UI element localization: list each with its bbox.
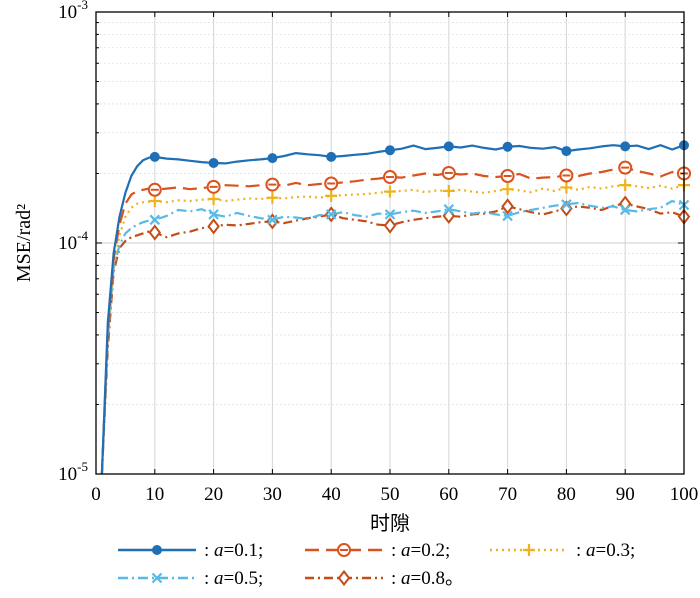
marker-diamond [501,198,514,215]
marker-circle [559,168,574,183]
marker-x [151,572,163,584]
x-tick-label: 100 [670,484,699,505]
ticks: 0 10 20 30 40 50 60 70 80 90 100 10-5 10-4 10-3 [58,0,698,505]
marker-plus [523,544,535,556]
marker-plus [442,184,455,197]
marker-circle [206,179,221,194]
legend-item-a=0.2: : a=0.2; [305,540,450,561]
series-line [100,202,685,475]
x-tick-label: 30 [263,484,282,505]
legend-label: : a=0.3; [576,540,635,561]
series-a=0.8 [100,195,691,475]
x-tick-label: 10 [145,484,164,505]
marker-x [384,209,396,220]
y-axis-title: MSE/rad² [13,204,35,282]
marker-plus [560,181,573,194]
marker-diamond [337,569,351,587]
marker-dot [385,145,395,156]
marker-x [325,209,337,220]
x-tick-label: 40 [322,484,341,505]
series-a=0.1 [100,140,689,475]
series-a=0.5 [100,199,690,475]
marker-dot [208,157,219,168]
marker-plus [207,193,220,206]
marker-x [619,204,631,216]
series-line [100,199,685,475]
marker-x [149,214,161,226]
legend: : a=0.1; : a=0.2; : a=0.3; : a=0.5; : a=0.8。 [118,540,635,589]
marker-x [561,199,572,210]
marker-x [502,210,513,222]
x-tick-label: 70 [498,484,517,505]
marker-dot [152,545,162,555]
marker-x [267,214,278,226]
marker-plus [384,185,396,198]
legend-item-a=0.8: : a=0.8。 [305,568,464,589]
marker-circle [383,170,397,185]
marker-dot [561,146,572,157]
x-tick-label: 60 [439,484,458,505]
x-tick-label: 50 [381,484,400,505]
x-axis-title: 时隙 [370,512,410,535]
marker-circle [500,169,515,184]
marker-plus [148,194,161,207]
x-tick-label: 0 [91,484,101,505]
y-tick-label: 10-4 [58,228,88,254]
marker-x [208,209,219,220]
marker-plus [266,191,279,204]
legend-label: : a=0.2; [391,540,450,561]
grid [96,12,684,474]
marker-dot [267,153,278,164]
legend-item-a=0.3: : a=0.3; [490,540,635,561]
marker-diamond [383,217,397,234]
marker-circle [265,177,280,192]
legend-item-a=0.5: : a=0.5; [118,568,263,589]
marker-dot [326,151,337,162]
y-tick-label: 10-3 [58,0,88,23]
marker-dot [149,151,160,162]
legend-label: : a=0.1; [204,540,263,561]
marker-plus [325,189,338,202]
x-tick-label: 20 [204,484,223,505]
marker-x [443,203,455,215]
marker-plus [501,183,514,196]
x-tick-label: 80 [557,484,576,505]
series-line [100,144,685,475]
marker-circle [324,176,339,191]
marker-plus [619,179,632,192]
marker-diamond [207,218,220,235]
legend-label: : a=0.5; [204,568,263,589]
marker-circle [147,182,162,197]
marker-dot [443,141,454,152]
x-tick-label: 90 [616,484,635,505]
series-a=0.2 [100,160,691,475]
marker-circle [337,543,351,557]
marker-diamond [148,224,162,241]
series-layer [100,140,691,475]
legend-item-a=0.1: : a=0.1; [118,540,263,561]
marker-circle [441,165,456,180]
marker-circle [618,160,633,175]
y-tick-label: 10-5 [58,459,88,485]
marker-dot [620,141,631,152]
legend-label: : a=0.8。 [391,568,464,589]
marker-dot [502,141,513,152]
